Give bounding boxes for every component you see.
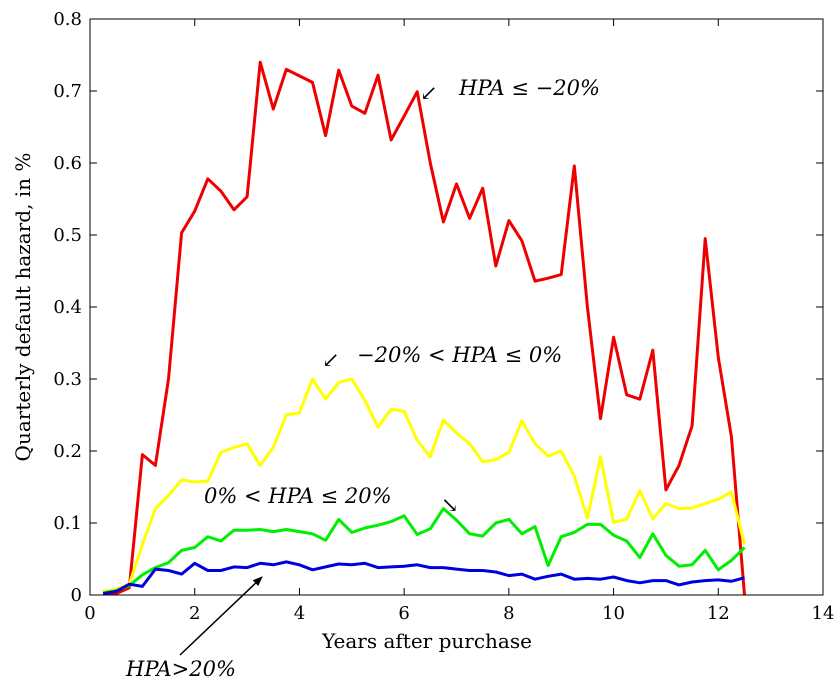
y-tick-label: 0.7 <box>53 81 82 102</box>
y-tick-label: 0.1 <box>53 513 82 534</box>
x-axis-title: Years after purchase <box>321 629 532 653</box>
series-layer <box>102 60 746 595</box>
x-tick-label: 12 <box>707 603 730 624</box>
y-axis-title: Quarterly default hazard, in % <box>11 153 35 462</box>
y-tick-label: 0.6 <box>53 153 82 174</box>
x-tick-label: 14 <box>812 603 835 624</box>
annotation-yellow-label: −20% < HPA ≤ 0% <box>357 343 562 367</box>
series-line-1 <box>102 377 746 593</box>
annotation-red-label: HPA ≤ −20% <box>458 76 600 100</box>
series-line-2 <box>102 507 746 595</box>
y-tick-label: 0.8 <box>53 9 82 30</box>
y-tick-label: 0.4 <box>53 297 82 318</box>
y-tick-label: 0 <box>71 585 82 606</box>
annotation-blue-label: HPA>20% <box>125 657 236 681</box>
annotation-green-arrow: ↘ <box>441 493 459 517</box>
y-tick-label: 0.5 <box>53 225 82 246</box>
y-tick-label: 0.3 <box>53 369 82 390</box>
annotation-blue-arrow <box>179 576 263 656</box>
annotation-green-label: 0% < HPA ≤ 20% <box>204 484 392 508</box>
annotation-red-arrow: ↙ <box>420 81 438 105</box>
x-tick-label: 0 <box>84 603 95 624</box>
y-tick-label: 0.2 <box>53 441 82 462</box>
series-line-0 <box>102 60 746 595</box>
x-tick-label: 6 <box>398 603 409 624</box>
x-tick-label: 8 <box>503 603 514 624</box>
x-tick-label: 10 <box>602 603 625 624</box>
x-tick-label: 2 <box>189 603 200 624</box>
annotation-yellow-arrow: ↙ <box>322 348 340 372</box>
x-tick-label: 4 <box>294 603 305 624</box>
series-line-3 <box>102 560 745 595</box>
ticks-layer: 0 2 4 6 8 10 12 14 0 0.1 0.2 0.3 0.4 0.5 0.6 0.7 0.8 <box>53 9 834 624</box>
